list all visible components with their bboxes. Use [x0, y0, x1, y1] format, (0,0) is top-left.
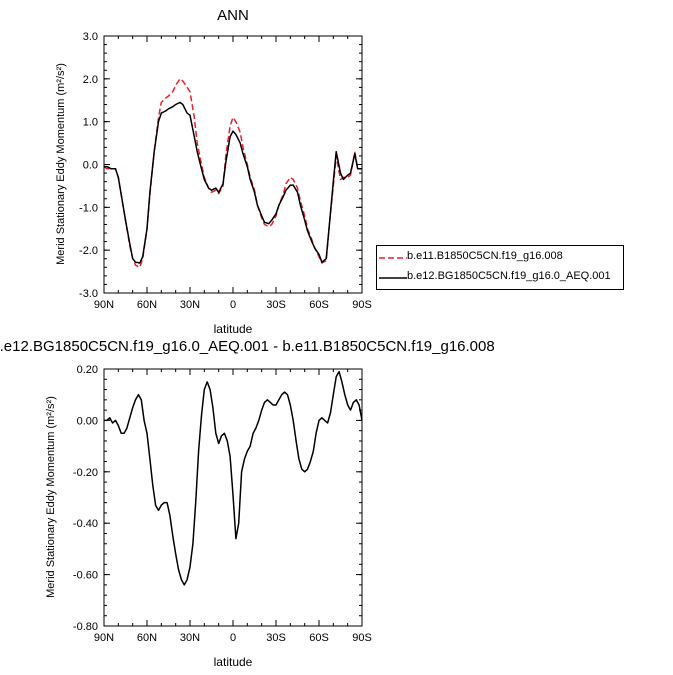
bottom-x-axis-label: latitude [214, 655, 253, 669]
top-y-tick-label: -2.0 [79, 245, 98, 257]
legend: b.e11.B1850C5CN.f19_g16.008 b.e12.BG1850… [376, 245, 624, 290]
bottom-y-tick-label: -0.60 [73, 570, 98, 582]
bottom-x-tick-label: 30N [180, 632, 200, 644]
bottom-x-tick-label: 60N [137, 632, 157, 644]
top-series-line-1 [104, 101, 362, 264]
legend-red-dash-swatch [379, 257, 407, 259]
top-plot-frame [103, 35, 363, 294]
top-y-tick-label: 0.0 [83, 160, 98, 172]
top-panel: ANN Merid Stationary Eddy Momentum (m²/s… [55, 7, 372, 336]
top-x-tick-label: 0 [230, 299, 236, 311]
top-series-line-0 [103, 78, 362, 269]
bottom-y-tick-label: -0.20 [73, 467, 98, 479]
bottom-x-tick-label: 60S [309, 632, 329, 644]
top-series-lines [103, 78, 362, 269]
bottom-y-tick-label: 0.00 [77, 415, 98, 427]
bottom-panel: b.e12.BG1850C5CN.f19_g16.0_AEQ.001 - b.e… [0, 338, 495, 669]
top-y-tick-label: 1.0 [83, 117, 98, 129]
bottom-x-tick-label: 0 [230, 632, 236, 644]
top-x-tick-label: 90N [94, 299, 114, 311]
bottom-series-line-0 [104, 370, 363, 586]
top-y-tick-label: 3.0 [83, 31, 98, 43]
bottom-axis-ticks: 90N 60N 30N 0 30S 60S 90S 0.20 0.00 -0.20 -0.40 -0.… [73, 364, 372, 644]
bottom-y-axis-label: Merid Stationary Eddy Momentum (m²/s²) [45, 396, 57, 598]
legend-label-black: b.e12.BG1850C5CN.f19_g16.0_AEQ.001 [407, 270, 611, 282]
legend-black-line-swatch [379, 277, 407, 279]
top-y-tick-label: 2.0 [83, 74, 98, 86]
bottom-x-tick-label: 90N [94, 632, 114, 644]
bottom-y-tick-label: -0.40 [73, 518, 98, 530]
legend-item-red: b.e11.B1850C5CN.f19_g16.008 [377, 248, 623, 268]
top-x-axis-label: latitude [214, 322, 253, 336]
bottom-series-lines [104, 370, 363, 586]
top-x-tick-label: 60S [309, 299, 329, 311]
top-x-tick-label: 30S [266, 299, 286, 311]
top-x-tick-label: 30N [180, 299, 200, 311]
bottom-x-tick-label: 90S [352, 632, 372, 644]
top-y-tick-label: -1.0 [79, 202, 98, 214]
top-x-tick-label: 90S [352, 299, 372, 311]
top-y-axis-label: Merid Stationary Eddy Momentum (m²/s²) [55, 63, 67, 265]
legend-item-black: b.e12.BG1850C5CN.f19_g16.0_AEQ.001 [377, 268, 623, 288]
bottom-x-tick-label: 30S [266, 632, 286, 644]
bottom-plot-frame [103, 368, 363, 627]
bottom-chart-title: b.e12.BG1850C5CN.f19_g16.0_AEQ.001 - b.e… [0, 338, 495, 355]
top-axis-ticks: 90N 60N 30N 0 30S 60S 90S 3.0 2.0 1.0 0.0 -1.0 -2.0 -… [79, 31, 372, 311]
bottom-y-tick-label: 0.20 [77, 364, 98, 376]
top-x-tick-label: 60N [137, 299, 157, 311]
top-chart-title: ANN [217, 7, 249, 24]
bottom-y-tick-label: -0.80 [73, 621, 98, 633]
legend-label-red: b.e11.B1850C5CN.f19_g16.008 [407, 250, 563, 262]
top-y-tick-label: -3.0 [79, 288, 98, 300]
